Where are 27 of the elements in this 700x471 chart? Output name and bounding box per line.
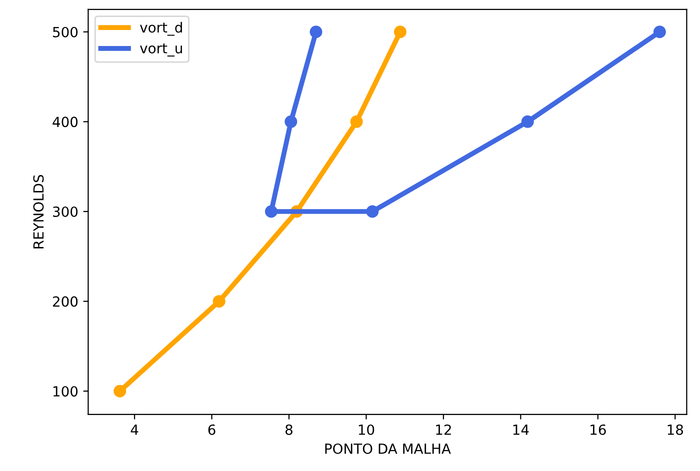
y-tick-label: 400 <box>52 116 78 128</box>
point <box>394 26 406 38</box>
point <box>366 205 379 218</box>
x-tick-label: 18 <box>668 424 683 435</box>
y-tick-label: 200 <box>52 296 78 307</box>
legend-label: vort_u <box>140 43 182 57</box>
point <box>653 26 666 38</box>
point <box>310 26 322 38</box>
legend-label: vort_d <box>140 22 182 36</box>
x-axis-title: PONTO DA MALHA <box>325 443 451 454</box>
point <box>284 115 298 128</box>
x-tick-label: 6 <box>208 424 216 435</box>
y-tick-label: 100 <box>53 386 78 397</box>
point <box>350 115 363 128</box>
point <box>114 384 126 398</box>
x-tick-label: 10 <box>358 424 374 435</box>
point <box>212 295 226 308</box>
y-tick-label: 300 <box>53 206 78 217</box>
x-tick-label: 14 <box>513 424 529 435</box>
y-tick-label: 500 <box>53 26 78 38</box>
x-tick-label: 8 <box>286 424 292 435</box>
y-axis-title: REYNOLDS <box>33 174 44 248</box>
x-tick-label: 16 <box>590 424 606 435</box>
x-tick-label: 4 <box>130 424 138 435</box>
point <box>521 115 534 128</box>
point <box>264 205 278 218</box>
x-tick-label: 12 <box>436 424 451 435</box>
